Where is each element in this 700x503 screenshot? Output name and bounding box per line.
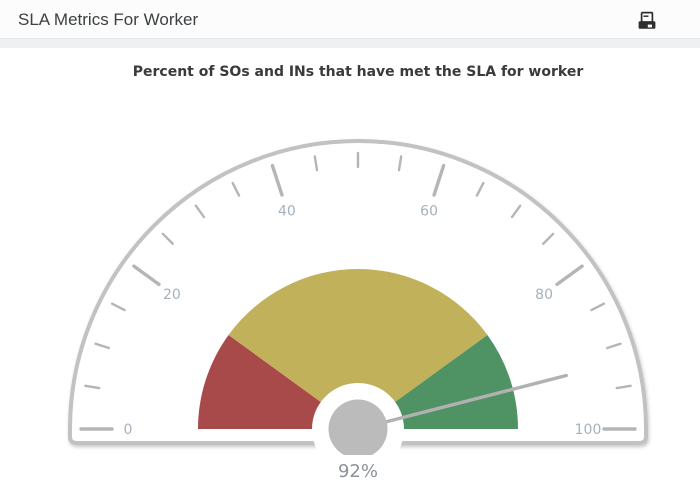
printer-icon — [638, 11, 656, 29]
gauge-tick-label: 0 — [124, 422, 133, 438]
gauge-minor-tick — [397, 155, 403, 172]
gauge-minor-tick — [475, 181, 485, 197]
gauge-border — [68, 139, 648, 445]
gauge-range-red — [198, 334, 358, 429]
widget-header: SLA Metrics For Worker — [0, 0, 700, 39]
gauge-minor-tick — [615, 384, 632, 390]
gauge-range-green — [358, 334, 518, 429]
gauge-minor-tick — [194, 204, 206, 219]
print-button[interactable] — [636, 10, 658, 32]
gauge-minor-tick — [605, 342, 622, 350]
gauge-minor-tick — [94, 342, 111, 350]
header-divider — [0, 39, 700, 48]
gauge-minor-tick — [231, 181, 241, 197]
gauge-hub-ring — [312, 383, 404, 455]
gauge-needle — [356, 373, 568, 431]
gauge-major-tick — [432, 163, 446, 197]
gauge-major-tick — [555, 264, 584, 287]
gauge-tick-label: 100 — [575, 422, 602, 438]
gauge-minor-tick — [161, 232, 174, 245]
gauge-minor-tick — [510, 204, 522, 219]
gauge-range-yellow — [228, 268, 488, 429]
gauge-minor-tick — [110, 302, 126, 312]
gauge-minor-tick — [84, 384, 101, 390]
chart-title: Percent of SOs and INs that have met the… — [132, 64, 584, 80]
gauge-tick-label: 40 — [278, 203, 296, 219]
gauge-minor-tick — [590, 302, 606, 312]
widget-title: SLA Metrics For Worker — [18, 10, 199, 29]
gauge-hub — [328, 399, 388, 455]
gauge-tick-label: 80 — [535, 287, 553, 303]
gauge-tick-label: 60 — [420, 203, 438, 219]
gauge-major-tick — [132, 264, 161, 287]
gauge-minor-tick — [313, 155, 319, 172]
gauge-major-tick — [270, 163, 284, 197]
gauge-value-label: 92% — [337, 461, 378, 482]
gauge-tick-label: 20 — [163, 287, 181, 303]
gauge-minor-tick — [542, 232, 555, 245]
